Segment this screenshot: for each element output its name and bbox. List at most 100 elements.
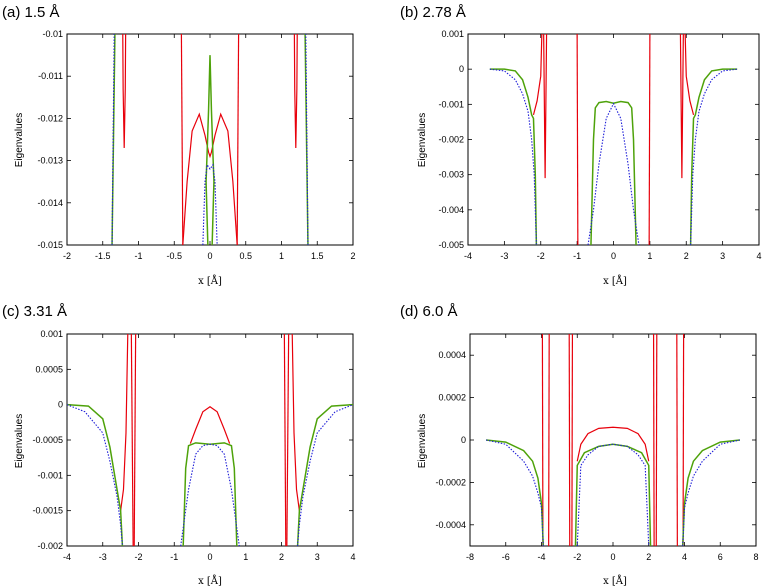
panel-d-series-group — [485, 334, 741, 546]
panel-d-series-blue — [682, 439, 741, 546]
panel-b-series-red — [679, 34, 684, 179]
panel-c-ytick-label: 0 — [58, 400, 63, 410]
panel-c-series-red — [286, 334, 290, 546]
panel-d-ytick-label: -0.0004 — [435, 520, 466, 530]
panel-c-xtick-label: -1 — [170, 552, 178, 562]
panel-d-series-red — [548, 334, 550, 546]
panel-d-xlabel: x [Å] — [603, 575, 627, 587]
panel-a-series-red — [236, 34, 240, 245]
panel-b-series-red — [684, 34, 695, 116]
panel-b-ytick-label: 0.001 — [441, 29, 464, 39]
panel-a-series-blue — [111, 34, 115, 245]
panel-a-ytick-label: -0.013 — [37, 156, 63, 166]
panel-b: (b) 2.78 Å Eigenvalues x [Å] -4 -3 -2 -1 0 1 2… — [400, 4, 762, 287]
panel-c-series-red — [130, 334, 134, 546]
panel-a-xtick-label: 1 — [279, 251, 284, 261]
panel-c-plot-frame — [66, 333, 354, 547]
panel-a-ytick-label: -0.011 — [38, 71, 63, 81]
panel-d-series-red — [568, 334, 571, 546]
panel-d-xtick-label: 0 — [610, 552, 615, 562]
panel-a-ytick-label: -0.014 — [37, 198, 63, 208]
panel-c-xlabel: x [Å] — [198, 575, 222, 587]
panel-d-ytick-label: -0.0002 — [435, 477, 466, 487]
panel-a-xtick-label: 1.5 — [311, 251, 324, 261]
panel-c-ytick-label: -0.001 — [37, 470, 63, 480]
panel-a-xtick-label: -0.5 — [166, 251, 182, 261]
panel-c-xtick-label: 1 — [243, 552, 248, 562]
panel-d: (d) 6.0 Å Eigenvalues x [Å] -8 -6 -4 -2 0 2 4 6… — [400, 303, 759, 587]
panel-c-series-red — [189, 406, 231, 444]
panel-a-series-red — [293, 34, 298, 148]
panel-d-xtick-label: 8 — [753, 552, 758, 562]
panel-a-series-green — [205, 55, 215, 245]
panel-d-series-red — [541, 334, 544, 546]
panel-b-xtick-label: 1 — [647, 251, 652, 261]
panel-b-series-green — [689, 68, 738, 245]
panel-c-series-red — [133, 334, 137, 546]
panel-a-series-group — [111, 34, 309, 245]
panel-a-xtick-label: 0 — [207, 251, 212, 261]
panel-a-xlabel: x [Å] — [198, 275, 222, 287]
panel-a: (a) 1.5 Å Eigenvalues x [Å] -2 -1.5 -1 -0.5… — [2, 4, 356, 287]
panel-d-xtick-label: 6 — [718, 552, 723, 562]
panel-a-xtick-label: -2 — [63, 251, 71, 261]
panel-c-series-red — [120, 334, 129, 511]
panel-b-xtick-label: -4 — [464, 251, 472, 261]
panel-c-series-green — [296, 403, 353, 546]
panel-d-series-red — [655, 334, 658, 546]
panel-c-series-blue — [180, 443, 240, 546]
panel-d-xtick-label: -2 — [573, 552, 581, 562]
panel-a-ylabel: Eigenvalues — [14, 113, 25, 167]
panel-c-series-red — [283, 334, 287, 546]
panel-b-xtick-label: 3 — [720, 251, 725, 261]
panel-a-series-red — [122, 34, 127, 148]
panel-b-xtick-label: -3 — [500, 251, 508, 261]
panel-d-title: (d) 6.0 Å — [400, 303, 458, 320]
panel-b-xtick-label: -1 — [573, 251, 581, 261]
panel-b-ytick-label: -0.002 — [438, 135, 464, 145]
panel-c-ytick-label: -0.002 — [37, 541, 63, 551]
panel-c-xtick-label: -3 — [99, 552, 107, 562]
panel-a-xtick-label: 2 — [350, 251, 355, 261]
panel-b-series-red — [576, 34, 579, 245]
panel-d-series-green — [486, 439, 545, 546]
panel-c-xtick-label: -2 — [134, 552, 142, 562]
panel-a-xtick-label: 0.5 — [239, 251, 252, 261]
panel-d-series-red — [682, 334, 685, 546]
panel-c-ylabel: Eigenvalues — [14, 414, 25, 468]
panel-b-ytick-label: -0.003 — [438, 170, 464, 180]
panel-a-series-red — [180, 34, 184, 245]
panel-b-xtick-label: 0 — [611, 251, 616, 261]
panel-c-xtick-label: 0 — [207, 552, 212, 562]
panel-a-title: (a) 1.5 Å — [2, 4, 60, 21]
panel-c-ytick-label: -0.0005 — [32, 435, 63, 445]
panel-b-ytick-label: -0.005 — [438, 240, 464, 250]
panel-a-ytick-label: -0.01 — [42, 29, 63, 39]
panel-b-ytick-label: -0.004 — [438, 205, 464, 215]
panel-b-ytick-label: -0.001 — [438, 99, 464, 109]
panel-a-series-blue — [202, 163, 218, 245]
panel-c-series-red — [291, 334, 300, 511]
panel-b-series-blue — [489, 68, 537, 245]
panel-d-ytick-label: 0 — [461, 435, 466, 445]
panel-b-series-blue — [690, 68, 738, 245]
panel-a-xtick-label: -1 — [134, 251, 142, 261]
panel-d-series-blue — [576, 443, 650, 546]
panel-d-series-red — [571, 334, 574, 546]
panel-b-plot-frame — [467, 33, 760, 246]
panel-c-title: (c) 3.31 Å — [2, 303, 67, 320]
panel-a-ytick-label: -0.012 — [37, 113, 63, 123]
panel-b-series-blue — [587, 102, 640, 245]
panel-d-ytick-label: 0.0002 — [438, 393, 466, 403]
panel-b-series-red — [543, 34, 548, 179]
panel-b-series-green — [489, 68, 538, 245]
panel-b-xtick-label: 4 — [756, 251, 761, 261]
panel-c-xtick-label: -4 — [63, 552, 71, 562]
panel-c-ytick-label: -0.0015 — [32, 506, 63, 516]
panel-b-ytick-label: 0 — [459, 64, 464, 74]
panel-c-xtick-label: 3 — [315, 552, 320, 562]
panel-b-series-red — [648, 34, 651, 245]
panel-c-ytick-label: 0.001 — [40, 329, 63, 339]
panel-d-ytick-label: 0.0004 — [438, 350, 466, 360]
panel-a-ytick-label: -0.015 — [37, 240, 63, 250]
